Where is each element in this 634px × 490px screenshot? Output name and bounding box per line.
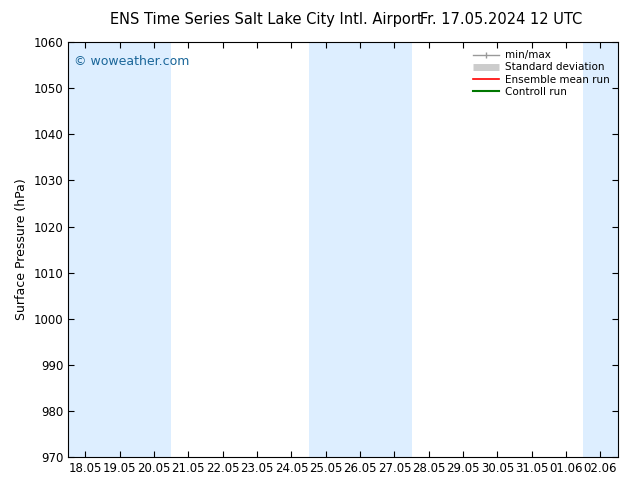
Text: © woweather.com: © woweather.com: [74, 54, 189, 68]
Bar: [309, 42, 411, 457]
Y-axis label: Surface Pressure (hPa): Surface Pressure (hPa): [15, 179, 28, 320]
Bar: [68, 42, 171, 457]
Legend: min/max, Standard deviation, Ensemble mean run, Controll run: min/max, Standard deviation, Ensemble me…: [470, 47, 612, 100]
Text: Fr. 17.05.2024 12 UTC: Fr. 17.05.2024 12 UTC: [420, 12, 582, 27]
Bar: [583, 42, 618, 457]
Text: ENS Time Series Salt Lake City Intl. Airport: ENS Time Series Salt Lake City Intl. Air…: [110, 12, 423, 27]
